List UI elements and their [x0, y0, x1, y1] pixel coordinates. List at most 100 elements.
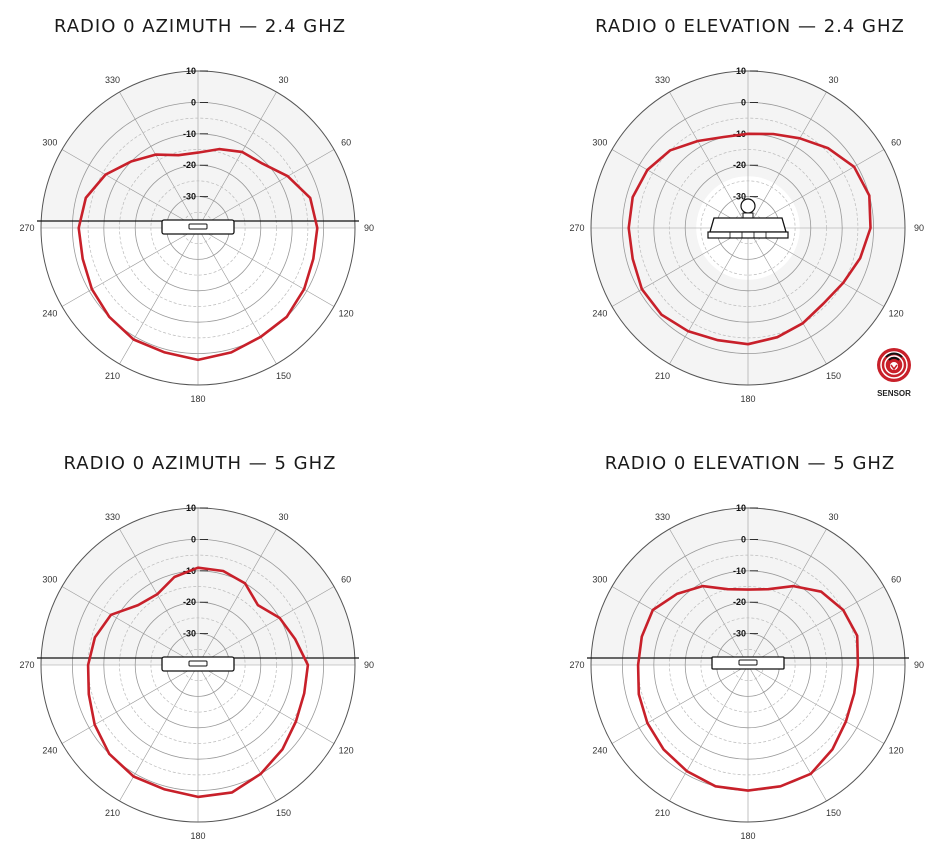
- minor-ring: [637, 117, 859, 339]
- outer-ring: [590, 507, 906, 823]
- angle-label: 30: [828, 512, 838, 522]
- polar-chart-azimuth-24: 30 60 90 120 150 180 210 240 270 300 330 10 0 -10 -20 -…: [19, 66, 374, 404]
- angle-label: 120: [889, 746, 904, 756]
- major-ring: [134, 164, 262, 292]
- angle-label: 180: [190, 831, 205, 841]
- radial-label: 10: [736, 66, 746, 76]
- angle-label: 210: [105, 371, 120, 381]
- radial-label: -10: [183, 129, 196, 139]
- radial-label: 0: [741, 534, 746, 544]
- panel-elevation-5: RADIO 0 ELEVATION — 5 GHZ 30 60 90 120 150 18…: [550, 437, 950, 853]
- angle-label: 210: [105, 808, 120, 818]
- angle-label: 60: [341, 138, 351, 148]
- radial-label: 10: [186, 66, 196, 76]
- angle-label: 30: [278, 512, 288, 522]
- angle-label: 90: [364, 660, 374, 670]
- angle-label: 180: [740, 831, 755, 841]
- angle-label: 330: [655, 512, 670, 522]
- angle-label: 150: [826, 371, 841, 381]
- major-ring: [72, 102, 324, 354]
- angle-label: 120: [339, 309, 354, 319]
- radial-label: -30: [183, 629, 196, 639]
- angle-label: 300: [42, 575, 57, 585]
- minor-ring: [87, 117, 309, 339]
- angle-label: 90: [914, 223, 924, 233]
- angle-label: 240: [592, 309, 607, 319]
- outer-ring: [40, 70, 356, 386]
- angle-spoke: [119, 91, 199, 229]
- angle-label: 270: [19, 660, 34, 670]
- minor-ring: [150, 180, 246, 276]
- angle-spoke: [669, 664, 749, 802]
- angle-spoke: [669, 528, 749, 666]
- major-ring: [103, 133, 293, 323]
- angle-label: 300: [42, 138, 57, 148]
- angle-spoke: [669, 91, 749, 229]
- angle-spoke: [119, 664, 199, 802]
- sensor-icon: [877, 348, 911, 382]
- radiation-pattern: [636, 584, 860, 792]
- minor-ring: [119, 586, 277, 744]
- device-icon: [161, 219, 235, 235]
- radial-label: -20: [733, 597, 746, 607]
- minor-ring: [150, 617, 246, 713]
- angle-label: 60: [341, 575, 351, 585]
- major-ring: [103, 570, 293, 760]
- chart-title: RADIO 0 AZIMUTH — 5 GHZ: [63, 453, 337, 474]
- angle-label: 120: [339, 746, 354, 756]
- sensor-label: SENSOR: [877, 389, 911, 398]
- major-ring: [134, 601, 262, 729]
- radial-label: -20: [183, 160, 196, 170]
- minor-ring: [669, 149, 827, 307]
- angle-label: 210: [655, 808, 670, 818]
- angle-label: 330: [105, 75, 120, 85]
- angle-label: 150: [826, 808, 841, 818]
- radial-label: 0: [191, 97, 196, 107]
- minor-ring: [700, 180, 796, 276]
- angle-label: 270: [19, 223, 34, 233]
- angle-label: 150: [276, 808, 291, 818]
- major-ring: [622, 102, 874, 354]
- angle-label: 180: [740, 394, 755, 404]
- radiation-pattern: [627, 132, 872, 346]
- polar-chart-elevation-24: 306090120150180210240270300330100-10-20-…: [569, 66, 924, 404]
- angle-label: 120: [889, 309, 904, 319]
- radiation-pattern: [86, 566, 310, 799]
- radial-label: -30: [733, 629, 746, 639]
- panel-elevation-24: RADIO 0 ELEVATION — 2.4 GHZ 30 60 90 120 150…: [550, 0, 950, 420]
- radial-label: -30: [733, 192, 746, 202]
- radial-label: 10: [186, 503, 196, 513]
- angle-label: 300: [592, 575, 607, 585]
- angle-label: 270: [569, 660, 584, 670]
- device-icon: [161, 656, 235, 672]
- radial-label: -20: [183, 597, 196, 607]
- radial-label: 10: [736, 503, 746, 513]
- angle-label: 180: [190, 394, 205, 404]
- panel-azimuth-5: RADIO 0 AZIMUTH — 5 GHZ 30 60 90 120 150 180 2…: [0, 437, 400, 853]
- angle-label: 240: [592, 746, 607, 756]
- angle-label: 30: [828, 75, 838, 85]
- angle-spoke: [669, 227, 749, 365]
- angle-label: 60: [891, 138, 901, 148]
- angle-spoke: [119, 227, 199, 365]
- angle-label: 270: [569, 223, 584, 233]
- major-ring: [72, 539, 324, 791]
- minor-ring: [669, 586, 827, 744]
- angle-label: 330: [105, 512, 120, 522]
- angle-label: 60: [891, 575, 901, 585]
- major-ring: [684, 601, 812, 729]
- angle-label: 240: [42, 309, 57, 319]
- angle-label: 330: [655, 75, 670, 85]
- minor-ring: [700, 617, 796, 713]
- angle-label: 150: [276, 371, 291, 381]
- major-ring: [653, 570, 843, 760]
- radiation-pattern: [77, 147, 319, 362]
- radial-label: -10: [733, 566, 746, 576]
- chart-title: RADIO 0 ELEVATION — 2.4 GHZ: [595, 16, 905, 37]
- radial-label: 0: [741, 97, 746, 107]
- major-ring: [684, 164, 812, 292]
- angle-label: 90: [364, 223, 374, 233]
- angle-spoke: [119, 528, 199, 666]
- radial-label: -30: [183, 192, 196, 202]
- angle-label: 30: [278, 75, 288, 85]
